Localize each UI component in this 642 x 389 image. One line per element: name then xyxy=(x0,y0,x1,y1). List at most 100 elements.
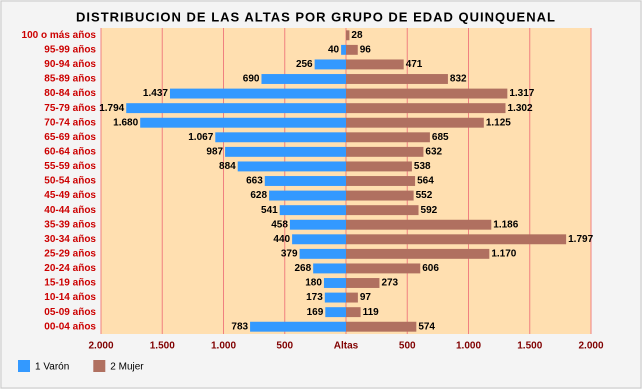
value-label: 592 xyxy=(421,205,438,216)
bar xyxy=(346,190,414,201)
bar xyxy=(346,307,361,318)
bar xyxy=(346,278,380,288)
bar xyxy=(279,205,346,216)
bar xyxy=(215,132,346,143)
legend-label: 2 Mujer xyxy=(110,362,144,373)
x-tick-label: 1.500 xyxy=(517,341,542,352)
value-label: 440 xyxy=(273,234,290,245)
bar xyxy=(346,234,567,245)
value-label: 256 xyxy=(296,59,313,70)
x-tick-label: 500 xyxy=(399,341,416,352)
bar xyxy=(225,146,346,157)
y-tick-label: 00-04 años xyxy=(44,321,96,332)
value-label: 1.067 xyxy=(188,132,213,143)
y-tick-label: 40-44 años xyxy=(44,205,96,216)
bar xyxy=(126,103,346,114)
bar xyxy=(140,117,346,128)
x-tick-label: 1.000 xyxy=(211,341,236,352)
x-tick-label: 500 xyxy=(276,341,293,352)
bar xyxy=(346,103,506,114)
bar xyxy=(169,88,346,99)
bar xyxy=(324,292,346,303)
y-tick-label: 15-19 años xyxy=(44,278,96,289)
bar xyxy=(346,176,416,186)
chart-title: DISTRIBUCION DE LAS ALTAS POR GRUPO DE E… xyxy=(76,9,556,24)
y-tick-label: 65-69 años xyxy=(44,132,96,143)
y-tick-label: 90-94 años xyxy=(44,59,96,70)
value-label: 783 xyxy=(231,321,248,332)
x-tick-label: 1.000 xyxy=(456,341,481,352)
y-tick-label: 05-09 años xyxy=(44,307,96,318)
value-label: 1.170 xyxy=(491,248,516,259)
bar xyxy=(346,219,492,230)
x-tick-label: Altas xyxy=(334,341,359,352)
bar xyxy=(346,132,430,143)
y-tick-label: 80-84 años xyxy=(44,88,96,99)
y-tick-label: 50-54 años xyxy=(44,176,96,187)
value-label: 173 xyxy=(306,292,323,303)
bar xyxy=(346,44,358,55)
x-tick-label: 1.500 xyxy=(150,341,175,352)
bar xyxy=(346,248,490,259)
value-label: 1.302 xyxy=(507,103,532,114)
bar xyxy=(341,44,346,55)
value-label: 606 xyxy=(422,263,439,274)
bar xyxy=(323,278,346,288)
bar xyxy=(237,161,346,172)
bar xyxy=(346,321,417,332)
value-label: 379 xyxy=(281,248,298,259)
y-tick-label: 30-34 años xyxy=(44,234,96,245)
value-label: 564 xyxy=(417,176,434,187)
bar xyxy=(346,59,404,70)
value-label: 1.437 xyxy=(143,88,168,99)
bar xyxy=(346,205,419,216)
value-label: 1.125 xyxy=(486,117,511,128)
bar xyxy=(299,248,346,259)
y-tick-label: 95-99 años xyxy=(44,44,96,55)
value-label: 40 xyxy=(328,44,340,55)
bar xyxy=(325,307,346,318)
y-tick-label: 85-89 años xyxy=(44,74,96,85)
x-tick-label: 2.000 xyxy=(578,341,603,352)
bar xyxy=(346,292,358,303)
value-label: 273 xyxy=(381,278,398,289)
value-label: 1.186 xyxy=(493,219,518,230)
y-tick-label: 25-29 años xyxy=(44,248,96,259)
bar xyxy=(292,234,346,245)
y-tick-label: 55-59 años xyxy=(44,161,96,172)
value-label: 832 xyxy=(450,74,467,85)
bar xyxy=(264,176,346,186)
legend-swatch xyxy=(93,360,106,372)
bar xyxy=(346,263,421,274)
bar xyxy=(289,219,346,230)
x-tick-label: 2.000 xyxy=(88,341,113,352)
value-label: 1.794 xyxy=(99,103,124,114)
y-tick-label: 70-74 años xyxy=(44,117,96,128)
value-label: 97 xyxy=(360,292,372,303)
bar xyxy=(250,321,346,332)
value-label: 884 xyxy=(219,161,236,172)
value-label: 1.797 xyxy=(568,234,593,245)
y-tick-label: 45-49 años xyxy=(44,190,96,201)
value-label: 552 xyxy=(416,190,433,201)
value-label: 471 xyxy=(406,59,423,70)
value-label: 268 xyxy=(294,263,311,274)
bar xyxy=(313,263,346,274)
bar xyxy=(346,74,448,84)
value-label: 541 xyxy=(261,205,278,216)
y-tick-label: 35-39 años xyxy=(44,219,96,230)
value-label: 690 xyxy=(243,74,260,85)
y-tick-label: 75-79 años xyxy=(44,103,96,114)
bar xyxy=(314,59,346,70)
y-tick-label: 100 o más años xyxy=(22,30,97,41)
value-label: 28 xyxy=(351,30,363,41)
value-label: 180 xyxy=(305,278,322,289)
bar xyxy=(346,30,350,41)
bar xyxy=(346,117,484,128)
legend-label: 1 Varón xyxy=(35,362,69,373)
value-label: 169 xyxy=(307,307,324,318)
value-label: 1.680 xyxy=(113,117,138,128)
bar xyxy=(346,88,508,99)
